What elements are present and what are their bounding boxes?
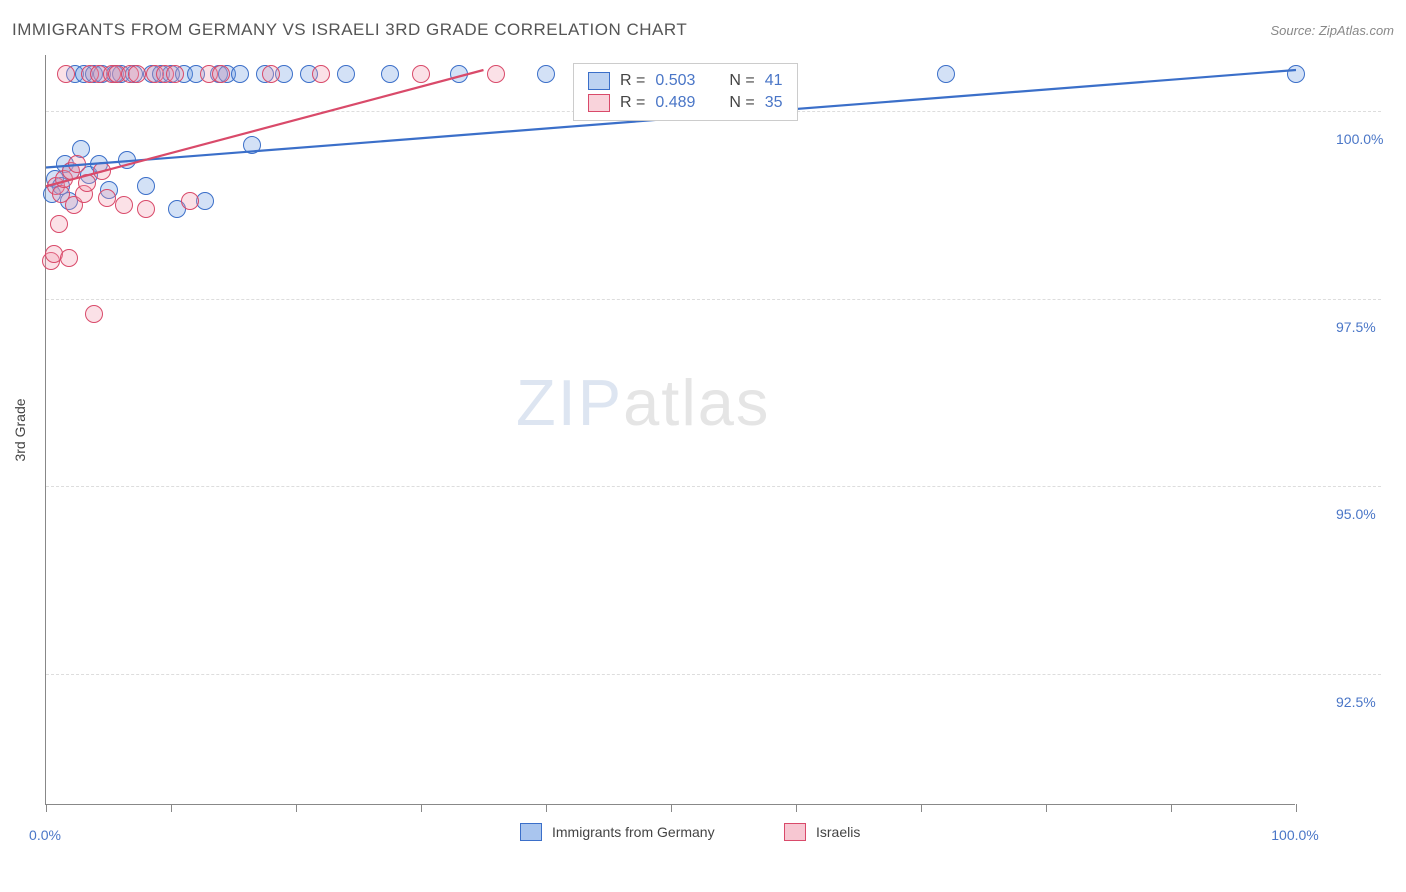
y-tick-label: 100.0%: [1336, 131, 1383, 147]
gridline-h: [46, 486, 1381, 487]
x-tick: [171, 804, 172, 812]
stat-r-label: R =: [620, 94, 645, 112]
stat-r-value: 0.503: [655, 72, 695, 90]
data-point: [137, 200, 155, 218]
x-tick: [46, 804, 47, 812]
x-tick-label: 0.0%: [29, 827, 61, 843]
legend-label: Israelis: [816, 824, 860, 840]
data-point: [93, 162, 111, 180]
data-point: [181, 192, 199, 210]
data-point: [450, 65, 468, 83]
stat-legend-row: R = 0.503 N = 41: [588, 70, 783, 92]
source-attribution: Source: ZipAtlas.com: [1270, 23, 1394, 38]
bottom-legend-item: Immigrants from Germany: [520, 823, 715, 841]
gridline-h: [46, 299, 1381, 300]
data-point: [312, 65, 330, 83]
watermark: ZIPatlas: [516, 365, 770, 440]
stat-n-value: 35: [765, 94, 783, 112]
x-tick: [1296, 804, 1297, 812]
data-point: [231, 65, 249, 83]
data-point: [115, 196, 133, 214]
data-point: [137, 177, 155, 195]
y-tick-label: 92.5%: [1336, 694, 1376, 710]
x-tick: [1171, 804, 1172, 812]
data-point: [50, 215, 68, 233]
stat-legend: R = 0.503 N = 41 R = 0.489 N = 35: [573, 63, 798, 121]
regression-line: [46, 70, 484, 186]
data-point: [937, 65, 955, 83]
stat-n-label: N =: [729, 72, 754, 90]
data-point: [60, 249, 78, 267]
legend-label: Immigrants from Germany: [552, 824, 715, 840]
stat-n-value: 41: [765, 72, 783, 90]
x-tick: [296, 804, 297, 812]
legend-swatch: [588, 72, 610, 90]
chart-title: IMMIGRANTS FROM GERMANY VS ISRAELI 3RD G…: [12, 20, 687, 40]
regression-lines-layer: [46, 55, 1296, 805]
data-point: [262, 65, 280, 83]
data-point: [166, 65, 184, 83]
legend-swatch: [588, 94, 610, 112]
stat-n-label: N =: [729, 94, 754, 112]
x-tick: [796, 804, 797, 812]
data-point: [1287, 65, 1305, 83]
stat-r-label: R =: [620, 72, 645, 90]
watermark-zip: ZIP: [516, 366, 623, 439]
data-point: [128, 65, 146, 83]
data-point: [57, 65, 75, 83]
data-point: [412, 65, 430, 83]
plot-area: ZIPatlas R = 0.503N = 41R = 0.489N = 35 …: [45, 55, 1295, 805]
data-point: [78, 174, 96, 192]
legend-swatch: [520, 823, 542, 841]
data-point: [337, 65, 355, 83]
stat-r-value: 0.489: [655, 94, 695, 112]
data-point: [68, 155, 86, 173]
legend-swatch: [784, 823, 806, 841]
x-tick: [421, 804, 422, 812]
title-bar: IMMIGRANTS FROM GERMANY VS ISRAELI 3RD G…: [12, 20, 1394, 40]
bottom-legend-item: Israelis: [784, 823, 860, 841]
data-point: [212, 65, 230, 83]
data-point: [243, 136, 261, 154]
x-tick: [1046, 804, 1047, 812]
data-point: [537, 65, 555, 83]
stat-legend-row: R = 0.489 N = 35: [588, 92, 783, 114]
data-point: [487, 65, 505, 83]
gridline-h: [46, 674, 1381, 675]
watermark-atlas: atlas: [623, 366, 770, 439]
data-point: [381, 65, 399, 83]
y-tick-label: 95.0%: [1336, 506, 1376, 522]
x-tick: [546, 804, 547, 812]
y-axis-title: 3rd Grade: [12, 398, 28, 461]
x-tick: [671, 804, 672, 812]
x-tick-label: 100.0%: [1271, 827, 1318, 843]
x-tick: [921, 804, 922, 812]
y-tick-label: 97.5%: [1336, 319, 1376, 335]
data-point: [118, 151, 136, 169]
data-point: [85, 305, 103, 323]
